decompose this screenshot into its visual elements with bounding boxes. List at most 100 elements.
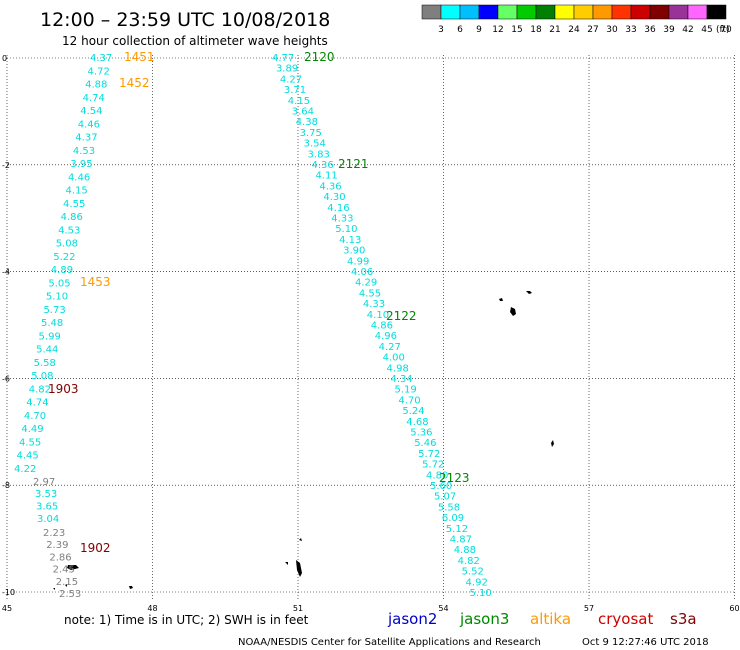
swh-value: 2.86 — [49, 552, 71, 563]
map-title: 12:00 – 23:59 UTC 10/08/2018 — [40, 9, 330, 31]
swh-value: 4.15 — [288, 96, 310, 107]
legend-swatch-label: 18 — [530, 25, 542, 35]
swh-value: 5.46 — [414, 438, 436, 449]
satellite-legend: jason2 jason3 altika cryosat s3a — [387, 610, 697, 628]
legend-swatch — [554, 4, 575, 20]
legend-swatch-label: 42 — [682, 25, 693, 35]
legend-swatch — [592, 4, 613, 20]
swh-value: 2.97 — [33, 477, 55, 488]
swh-value: 3.71 — [284, 85, 306, 96]
pass-label: 2121 — [338, 157, 369, 171]
legend-swatch-label: 45 — [701, 25, 712, 35]
lon-tick-label: 54 — [438, 604, 448, 613]
satellite-name: jason3 — [459, 610, 509, 628]
swh-value: 4.10 — [367, 310, 389, 321]
wave-height-values: 4.37 4.72 4.88 4.74 4.54 4.46 4.37 4.53 3.95 4.46… — [14, 53, 492, 600]
swh-value: 5.36 — [410, 428, 432, 439]
legend-swatch — [478, 4, 499, 20]
swh-value: 4.37 — [90, 53, 112, 64]
swh-value: 4.54 — [80, 106, 102, 117]
swh-value: 2.45 — [53, 565, 75, 576]
swh-value: 4.22 — [14, 464, 36, 475]
swh-value: 3.89 — [276, 64, 298, 75]
swh-value: 4.98 — [387, 363, 409, 374]
swh-value: 4.46 — [68, 172, 90, 183]
swh-value: 4.06 — [351, 267, 373, 278]
lon-tick-label: 48 — [147, 604, 157, 613]
swh-value: 4.36 — [319, 181, 341, 192]
legend-swatch — [421, 4, 442, 20]
legend-swatch-label: 21 — [549, 25, 560, 35]
swh-value: 4.53 — [58, 225, 80, 236]
swh-value: 3.53 — [35, 489, 57, 500]
swh-value: 4.88 — [85, 80, 107, 91]
swh-value: 3.04 — [37, 514, 59, 525]
legend-unit: (ft) — [716, 25, 730, 35]
color-legend: 3 6 9 12 15 18 21 24 27 30 33 36 39 42 45 70 — [421, 4, 732, 35]
legend-swatch-label: 6 — [457, 25, 463, 35]
swh-value: 5.08 — [31, 371, 53, 382]
lat-tick-label: 0 — [2, 54, 7, 63]
swh-value: 5.08 — [56, 239, 78, 250]
swh-value: 4.45 — [17, 451, 39, 462]
swh-value: 4.77 — [272, 53, 294, 64]
swh-value: 4.92 — [466, 577, 488, 588]
timestamp-text: Oct 9 12:27:46 UTC 2018 — [582, 637, 709, 648]
swh-value: 5.99 — [39, 331, 61, 342]
legend-swatch-label: 36 — [644, 25, 656, 35]
swh-value: 4.33 — [331, 214, 353, 225]
swh-value: 5.72 — [422, 460, 444, 471]
swh-value: 4.80 — [426, 470, 448, 481]
legend-swatch — [573, 4, 594, 20]
swh-value: 5.10 — [46, 292, 68, 303]
swh-value: 4.27 — [280, 74, 302, 85]
swh-value: 2.15 — [56, 577, 78, 588]
swh-value: 4.46 — [78, 119, 100, 130]
pass-label: 1903 — [48, 382, 79, 396]
pass-label: 2120 — [304, 50, 335, 64]
swh-value: 4.53 — [73, 146, 95, 157]
legend-swatch-label: 33 — [625, 25, 636, 35]
swh-value: 4.27 — [379, 342, 401, 353]
swh-value: 4.70 — [24, 411, 46, 422]
swh-value: 5.05 — [48, 278, 70, 289]
swh-value: 4.13 — [339, 235, 361, 246]
swh-value: 4.55 — [359, 288, 381, 299]
swh-value: 5.12 — [446, 524, 468, 535]
swh-value: 4.99 — [347, 256, 369, 267]
swh-value: 4.36 — [312, 160, 334, 171]
swh-value: 5.58 — [438, 502, 460, 513]
lon-tick-label: 45 — [2, 604, 12, 613]
swh-value: 4.16 — [327, 203, 349, 214]
swh-value: 3.83 — [308, 149, 330, 160]
legend-swatch — [459, 4, 480, 20]
lon-tick-label: 51 — [293, 604, 303, 613]
swh-value: 4.55 — [19, 437, 41, 448]
legend-swatch-label: 39 — [663, 25, 675, 35]
legend-swatch-label: 70 — [720, 25, 732, 35]
lat-tick-label: -10 — [2, 588, 15, 597]
swh-value: 5.24 — [402, 406, 424, 417]
swh-value: 4.96 — [375, 331, 397, 342]
swh-value: 5.10 — [335, 224, 357, 235]
swh-value: 4.89 — [51, 265, 73, 276]
legend-swatch — [706, 4, 727, 20]
pass-label: 2122 — [386, 309, 417, 323]
swh-value: 5.73 — [43, 305, 65, 316]
satellite-name: altika — [530, 610, 571, 628]
swh-value: 4.38 — [296, 117, 318, 128]
lat-tick-label: -6 — [2, 374, 10, 383]
pass-label: 1451 — [124, 50, 155, 64]
swh-value: 2.53 — [59, 589, 81, 600]
swh-value: 2.23 — [43, 528, 65, 539]
swh-value: 3.65 — [36, 502, 58, 513]
swh-value: 3.90 — [343, 246, 365, 257]
map-subtitle: 12 hour collection of altimeter wave hei… — [62, 34, 328, 48]
satellite-name: cryosat — [598, 610, 653, 628]
pass-label: 1452 — [119, 76, 150, 90]
islands — [53, 291, 554, 590]
satellite-name: s3a — [670, 610, 697, 628]
swh-value: 3.95 — [70, 159, 92, 170]
legend-swatch — [535, 4, 556, 20]
